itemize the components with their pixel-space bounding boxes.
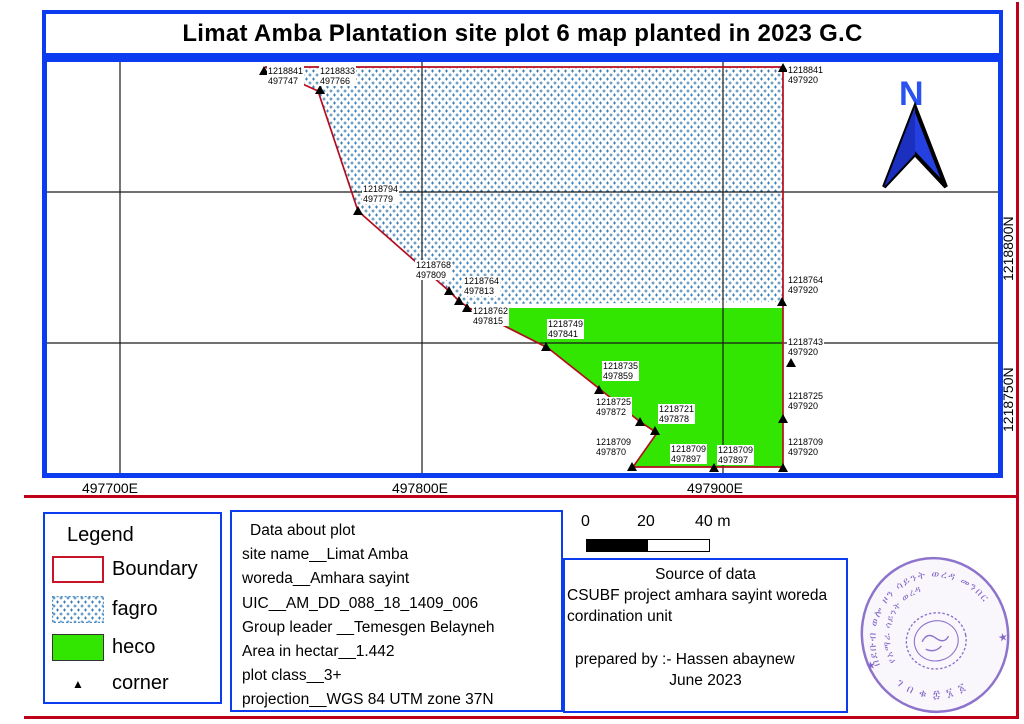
north-arrow: N [882,75,948,189]
fagro-swatch [52,596,104,623]
corner-label: 1218743 497920 [787,337,825,357]
x-axis: 497700E 497800E 497900E [42,480,1003,497]
corner-label: 1218768 497809 [415,260,453,280]
x-axis-label: 497700E [81,480,139,496]
corner-label: 1218725 497872 [595,397,633,417]
corner-label: 1218762 497815 [472,306,510,326]
corner-marker [353,206,363,215]
corner-label: 1218794 497779 [362,184,400,204]
scale-bar-graphic [586,539,710,552]
page-frame-right [1016,2,1019,719]
plot-boundary [264,66,784,468]
corner-label: 1218841 497920 [787,65,825,85]
plot-info-line: site name__Limat Amba [242,546,409,564]
source-title: Source of data [655,566,756,583]
scale-bar: 0 20 40 m [567,513,747,553]
legend-item-corner: ▲ corner [52,670,169,697]
title-box: Limat Amba Plantation site plot 6 map pl… [42,10,1003,57]
legend-item-boundary: Boundary [52,556,198,583]
corner-marker [650,426,660,435]
corner-marker [627,462,637,471]
corner-marker [315,85,325,94]
north-arrow-left-half [884,107,915,187]
plot-info-line: UIC__AM_DD_088_18_1409_006 [242,594,479,612]
corner-label: 1218709 497897 [670,444,708,464]
corner-marker [778,463,788,472]
legend-label: Boundary [112,558,198,580]
section-divider [24,495,1019,498]
scale-bar-white-segment [648,540,709,551]
corner-marker [778,63,788,72]
plot-info-line: Group leader __Temesgen Belayneh [242,618,495,636]
corner-marker [454,296,464,305]
page-frame-bottom [24,716,1019,719]
corner-swatch-icon: ▲ [72,676,84,691]
legend-label: heco [112,636,156,658]
corner-label: 1218721 497878 [658,404,696,424]
plot-info-box: Data about plot site name__Limat Amba wo… [230,510,563,712]
corner-marker [709,463,719,472]
corner-label: 1218709 497920 [787,437,825,457]
prepared-by: prepared by :- Hassen abaynew [575,651,795,668]
corner-label: 1218709 497897 [717,445,755,465]
plot-info-line: Area in hectar__1.442 [242,643,395,661]
map-drawing: N [44,59,1001,476]
north-label: N [899,75,924,113]
corner-label: 1218735 497859 [602,361,640,381]
corner-marker [594,385,604,394]
corner-markers [259,63,796,472]
stamp-star-right: ★ [997,631,1009,645]
plot-info-line: projection__WGS 84 UTM zone 37N [242,691,494,709]
legend-item-heco: heco [52,634,155,661]
scale-tick-label: 0 [581,513,590,530]
scale-tick-label: 20 [637,513,655,530]
legend-label: corner [112,672,169,694]
corner-label: 1218725 497920 [787,391,825,411]
plot-info-line: Data about plot [250,522,356,539]
boundary-swatch [52,556,104,583]
corner-marker [778,414,788,423]
map-canvas: N 1218841 497747 1218833 497766 1218794 49777… [42,57,1003,478]
source-box: Source of data CSUBF project amhara sayi… [563,558,848,713]
corner-label: 1218749 497841 [547,319,585,339]
corner-label: 1218764 497920 [787,275,825,295]
corner-marker [259,66,269,75]
x-axis-label: 497800E [391,480,449,496]
legend-box: Legend Boundary fagro heco ▲ corner [43,512,222,704]
corner-marker [444,286,454,295]
corner-marker [541,342,551,351]
legend-item-fagro: fagro [52,596,158,623]
grid-lines [44,59,1001,476]
plot-info-line: woreda__Amhara sayint [242,570,410,588]
source-line: cordination unit [567,608,673,625]
scale-bar-black-segment [587,540,648,551]
corner-label: 1218833 497766 [319,66,357,86]
y-axis-label: 1218750N [1000,367,1016,433]
official-stamp-icon: በደቡብ ወሎ ዞን ሳይንት ወረዳ መንበር የአማራ ሳይንት ወረዳ ★… [855,557,1010,714]
page-title: Limat Amba Plantation site plot 6 map pl… [182,19,863,47]
plot-info-line: plot class__3+ [242,667,342,685]
corner-marker [635,417,645,426]
fagro-region [265,67,783,304]
corner-marker [786,358,796,367]
corner-label: 1218764 497813 [463,276,501,296]
x-axis-label: 497900E [686,480,744,496]
corner-label: 1218709 497870 [595,437,633,457]
corner-label: 1218841 497747 [267,66,305,86]
scale-tick-label: 40 m [695,513,731,530]
legend-title: Legend [67,524,134,546]
corner-marker [462,303,472,312]
source-line: CSUBF project amhara sayint woreda [567,587,828,604]
y-axis-label: 1218800N [1000,216,1016,282]
stamp-star-left: ★ [865,659,877,673]
source-date: June 2023 [669,672,742,689]
heco-swatch [52,634,104,661]
legend-label: fagro [112,598,158,620]
corner-marker [777,297,787,306]
